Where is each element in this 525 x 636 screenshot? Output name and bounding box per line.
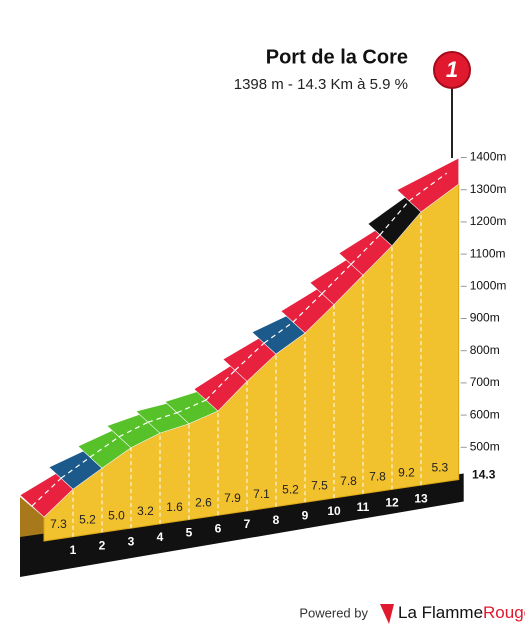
km-lines <box>72 211 422 537</box>
gradient-label: 7.3 <box>50 517 67 531</box>
x-tick-label: 12 <box>385 496 399 510</box>
gradient-label: 7.1 <box>253 487 270 501</box>
gradient-label: 3.2 <box>137 504 154 518</box>
y-tick-label: 1200m <box>470 214 507 228</box>
band-dash <box>205 369 236 401</box>
band-dash <box>350 234 381 265</box>
band-dash <box>234 342 265 371</box>
band-dash <box>89 436 120 458</box>
brand-name: La Flamme <box>398 603 483 622</box>
profile: 7.3 5.2 5.0 3.2 1.6 2.6 7.9 7.1 5.2 7.5 7.8 7.8 9.2 5… <box>19 150 506 577</box>
x-tick-label: 2 <box>99 539 106 553</box>
y-tick-label: 1000m <box>470 278 507 292</box>
gradient-label: 7.5 <box>311 478 328 492</box>
gradient-label: 1.6 <box>166 500 183 514</box>
x-tick-label: 3 <box>128 534 135 548</box>
x-tick-label: 14.3 <box>472 468 496 482</box>
logo-flame <box>380 604 394 624</box>
x-tick-label: 11 <box>357 500 370 514</box>
x-tick-label: 6 <box>215 521 222 535</box>
x-tick-label: 4 <box>157 530 164 544</box>
x-tick-label: 8 <box>273 513 280 527</box>
brand: La FlammeRouge <box>398 603 525 622</box>
badge <box>433 51 471 89</box>
x-tick-label: 7 <box>244 517 251 531</box>
chart-subtitle: 1398 m - 14.3 Km à 5.9 % <box>234 76 408 93</box>
gradient-label: 7.8 <box>340 474 357 488</box>
band-dash <box>263 321 294 344</box>
side <box>20 473 464 577</box>
gradient-label: 2.6 <box>195 496 212 510</box>
y-tick-label: 600m <box>470 407 500 421</box>
band-dash <box>292 293 323 323</box>
bands <box>19 157 460 518</box>
y-tick-label: 1400m <box>470 150 507 164</box>
x-tick-label: 10 <box>327 504 341 518</box>
y-tick-label: 900m <box>470 311 500 325</box>
gradient-label: 5.2 <box>79 513 96 527</box>
band-dash <box>60 456 91 479</box>
gradient-label: 7.9 <box>224 491 241 505</box>
band-dash <box>118 421 149 438</box>
gradient-label: 5.0 <box>108 508 125 522</box>
powered-by: Powered by <box>299 605 368 620</box>
chart-title: Port de la Core <box>266 46 408 68</box>
gradient-label: 7.8 <box>369 470 386 484</box>
gradient-label: 5.2 <box>282 483 299 497</box>
x-tick-label: 5 <box>186 526 193 540</box>
y-tick-label: 1100m <box>470 246 506 260</box>
badge-label: 1 <box>446 57 458 82</box>
x-tick-label: 13 <box>414 491 428 505</box>
y-tick-label: 800m <box>470 343 500 357</box>
band-dash <box>408 172 448 202</box>
x-tick-label: 1 <box>70 543 77 557</box>
x-tick-label: 9 <box>302 508 309 522</box>
labels: 7.3 5.2 5.0 3.2 1.6 2.6 7.9 7.1 5.2 7.5 7.8 7.8 9.2 5… <box>50 150 506 557</box>
band-dash <box>321 263 352 295</box>
band-dash <box>31 477 62 507</box>
band-dash <box>379 200 410 236</box>
y-tick-label: 700m <box>470 375 500 389</box>
gradient-label: 5.3 <box>432 460 449 474</box>
side-face <box>20 497 44 543</box>
gradient-label: 9.2 <box>398 465 415 479</box>
brand-accent: Rouge <box>483 603 525 622</box>
y-tick-label: 500m <box>470 439 500 453</box>
base-band <box>20 473 464 577</box>
y-tick-label: 1300m <box>470 182 507 196</box>
